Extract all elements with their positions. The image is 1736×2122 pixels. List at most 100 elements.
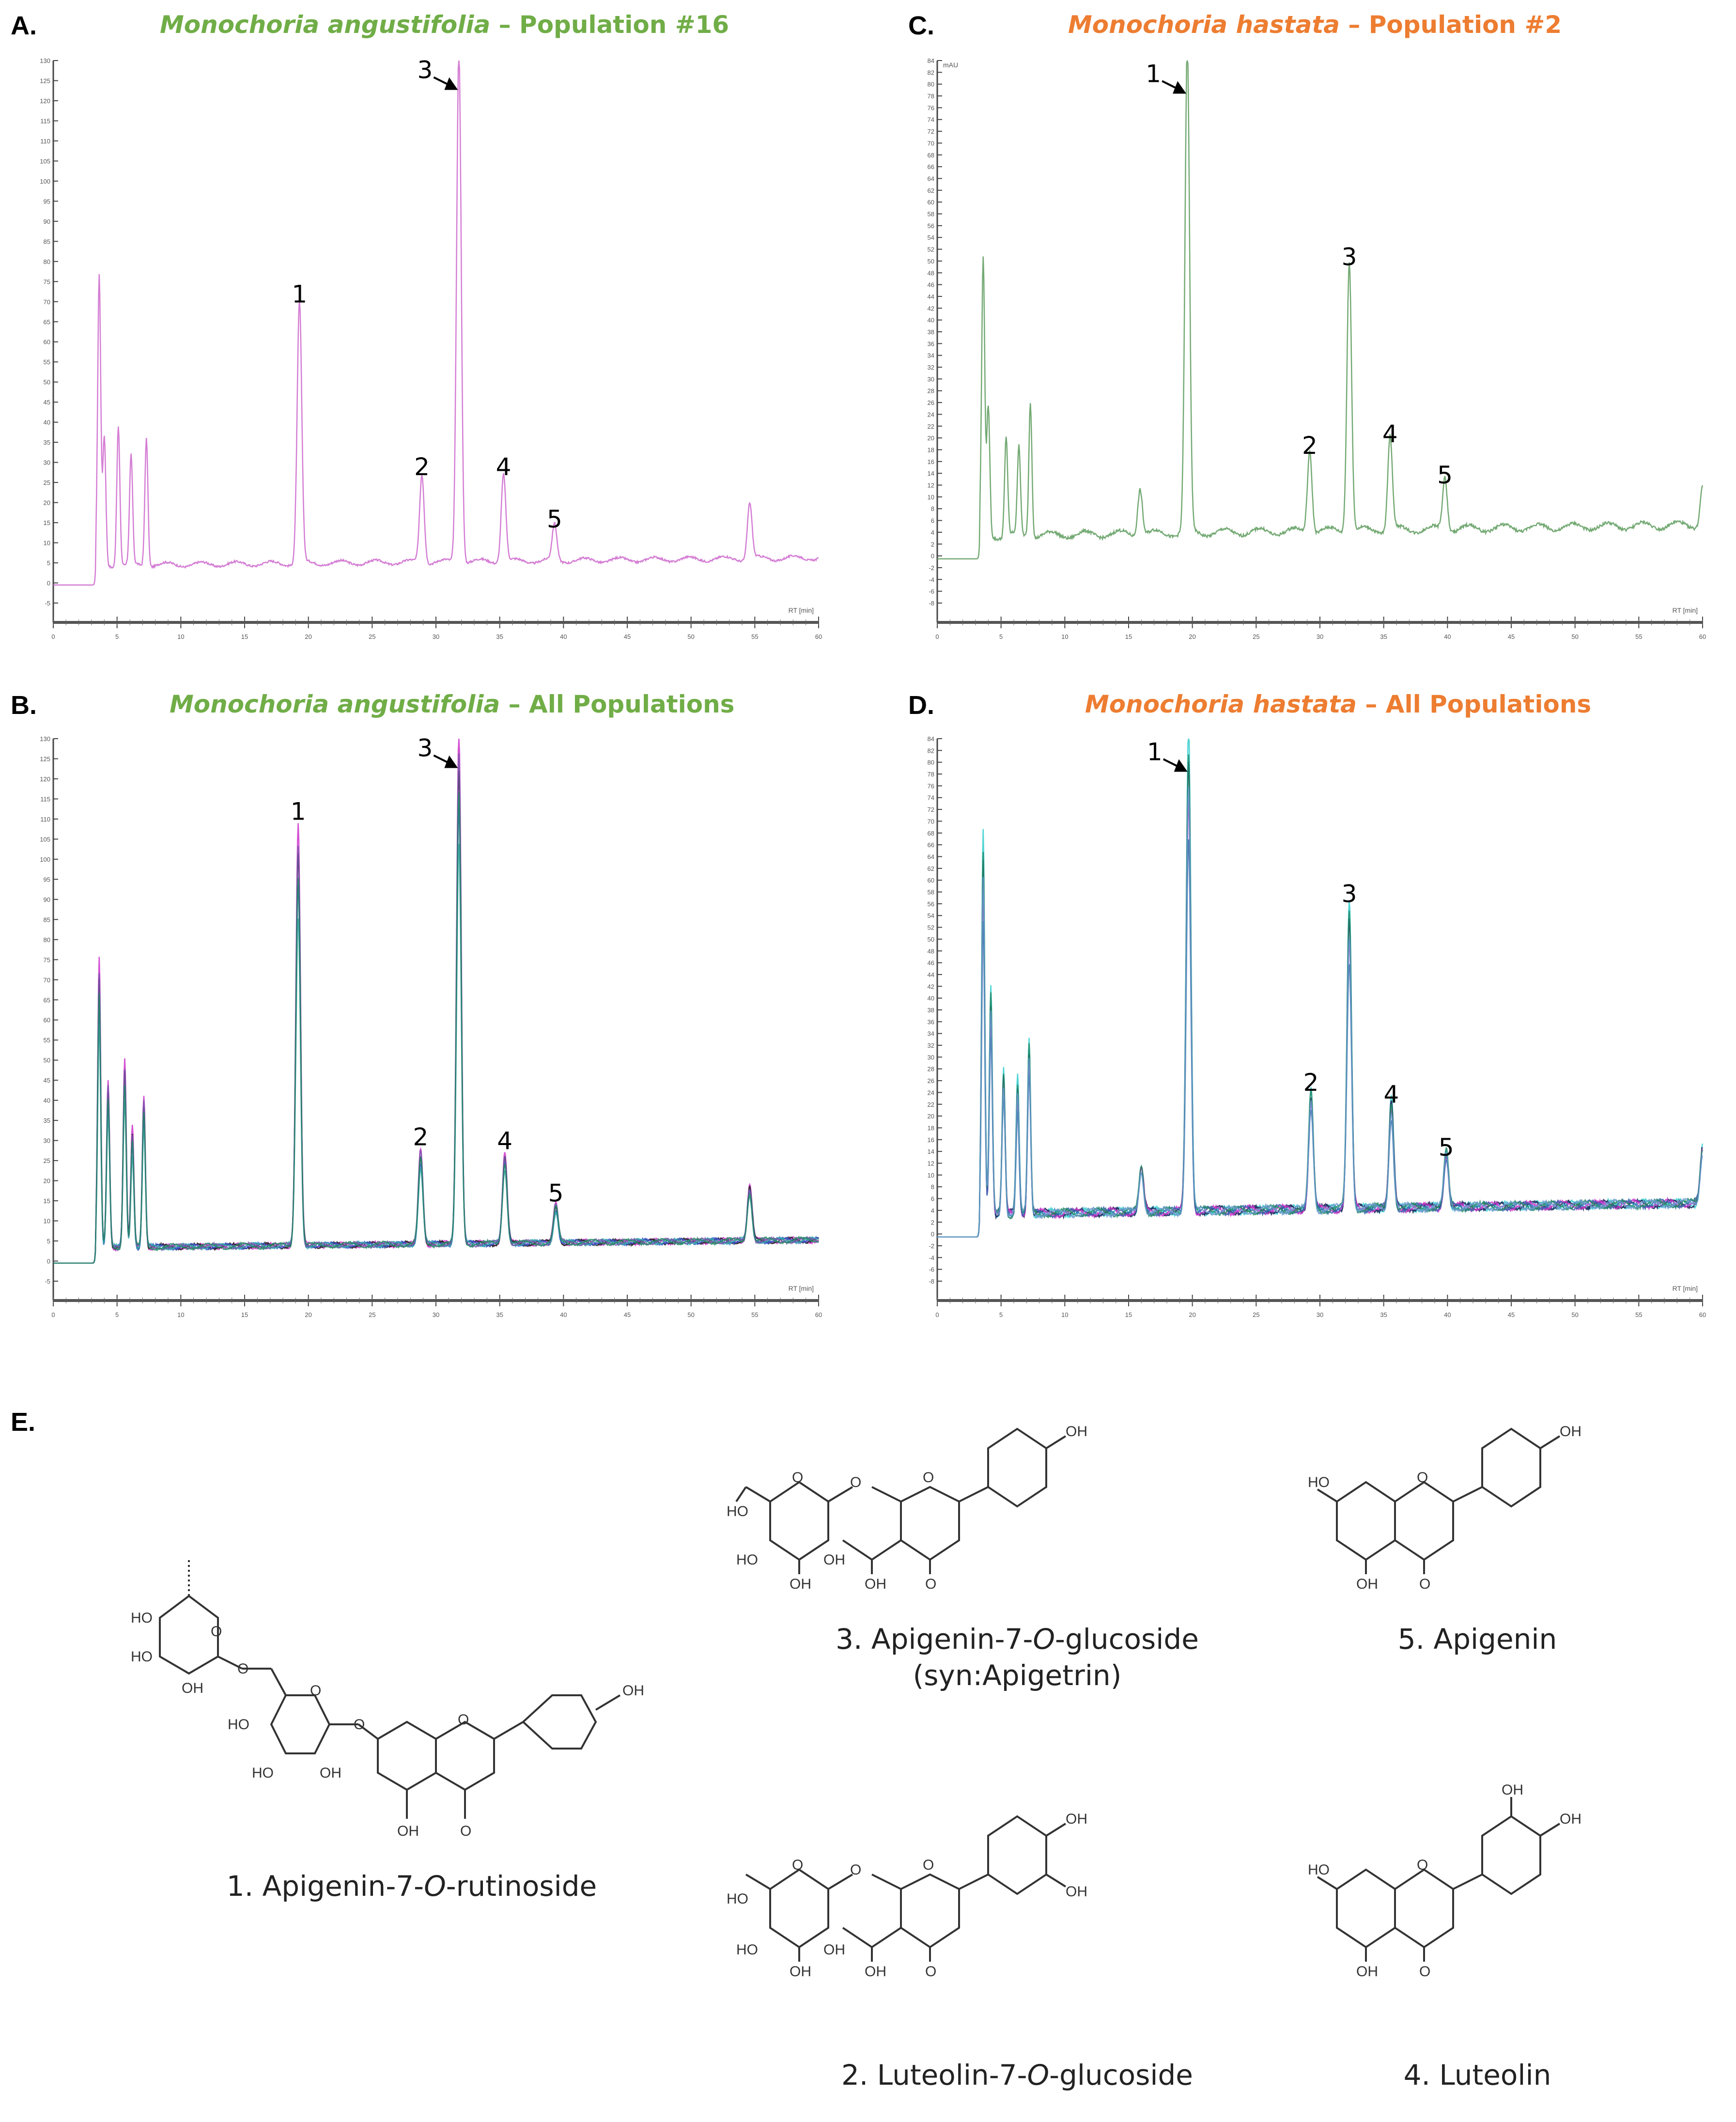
svg-text:OH: OH [182, 1680, 203, 1696]
svg-text:50: 50 [928, 258, 934, 265]
svg-text:56: 56 [928, 900, 934, 908]
svg-text:55: 55 [751, 1311, 758, 1318]
svg-text:44: 44 [928, 293, 934, 300]
svg-text:95: 95 [44, 198, 50, 205]
svg-text:O: O [354, 1717, 365, 1733]
svg-text:O: O [923, 1857, 934, 1873]
svg-text:15: 15 [241, 1311, 248, 1318]
svg-text:-4: -4 [929, 576, 934, 583]
svg-text:50: 50 [928, 936, 934, 943]
panel-letter-c: C. [908, 11, 934, 40]
svg-text:O: O [1417, 1857, 1428, 1873]
svg-text:45: 45 [44, 399, 50, 406]
svg-text:OH: OH [1356, 1964, 1378, 1980]
svg-text:36: 36 [928, 1018, 934, 1025]
svg-text:3: 3 [1342, 243, 1357, 271]
compound-name-italic: O [424, 1870, 446, 1903]
svg-text:OH: OH [1560, 1424, 1581, 1440]
svg-text:10: 10 [44, 1218, 50, 1225]
svg-text:52: 52 [928, 246, 934, 253]
svg-text:20: 20 [1189, 1311, 1195, 1318]
svg-text:0: 0 [51, 1311, 55, 1318]
svg-text:80: 80 [44, 936, 50, 944]
svg-text:38: 38 [928, 328, 934, 336]
compound-1-name: 1. Apigenin-7-O-rutinoside [97, 1870, 727, 1903]
svg-text:16: 16 [928, 458, 934, 465]
svg-text:32: 32 [928, 1042, 934, 1049]
svg-text:O: O [923, 1470, 934, 1486]
svg-text:0: 0 [47, 1258, 50, 1265]
compound-name-part: -rutinoside [446, 1870, 597, 1903]
svg-text:20: 20 [305, 1311, 311, 1318]
svg-text:-5: -5 [45, 600, 50, 607]
svg-text:28: 28 [928, 1066, 934, 1073]
svg-text:60: 60 [815, 1311, 822, 1318]
svg-text:2: 2 [1303, 1069, 1319, 1097]
svg-text:RT [min]: RT [min] [789, 606, 814, 614]
svg-text:40: 40 [1444, 1311, 1451, 1318]
svg-text:HO: HO [736, 1552, 758, 1568]
svg-text:120: 120 [40, 775, 50, 783]
svg-text:65: 65 [44, 996, 50, 1004]
svg-text:5: 5 [47, 559, 50, 567]
svg-text:64: 64 [928, 853, 934, 860]
svg-text:O: O [1419, 1964, 1430, 1980]
svg-text:65: 65 [44, 318, 50, 325]
svg-text:76: 76 [928, 782, 934, 790]
compound-name-part: Luteolin-7- [877, 2059, 1027, 2091]
chromatogram-a: -5 0 5 10 15 20 25 30 35 40 45 50 55 60 65 70 75 80 85 90 95… [15, 51, 828, 651]
svg-text:58: 58 [928, 211, 934, 218]
svg-text:125: 125 [40, 755, 50, 762]
svg-text:O: O [792, 1470, 803, 1486]
svg-text:35: 35 [1380, 633, 1387, 640]
svg-text:18: 18 [928, 1124, 934, 1131]
svg-text:55: 55 [1635, 633, 1642, 640]
svg-text:10: 10 [177, 1311, 184, 1318]
svg-text:60: 60 [44, 1017, 50, 1024]
svg-text:0: 0 [47, 580, 50, 587]
compound-number: 5. [1397, 1623, 1425, 1656]
svg-text:0: 0 [931, 553, 934, 560]
svg-text:44: 44 [928, 971, 934, 978]
svg-text:0: 0 [931, 1231, 934, 1238]
svg-text:-8: -8 [929, 600, 934, 607]
svg-text:70: 70 [928, 139, 934, 147]
svg-text:105: 105 [40, 157, 50, 165]
compound-name-part: Luteolin [1439, 2059, 1551, 2091]
svg-text:60: 60 [815, 633, 822, 640]
svg-text:85: 85 [44, 238, 50, 245]
svg-text:48: 48 [928, 947, 934, 955]
svg-text:5: 5 [115, 633, 119, 640]
svg-text:RT [min]: RT [min] [1673, 606, 1698, 614]
svg-text:14: 14 [928, 1148, 934, 1155]
svg-text:60: 60 [44, 339, 50, 346]
compound-3-name: 3. Apigenin-7-O-glucoside [727, 1623, 1308, 1656]
svg-text:50: 50 [44, 379, 50, 386]
svg-text:84: 84 [928, 57, 934, 64]
svg-text:24: 24 [928, 411, 934, 418]
svg-text:90: 90 [44, 218, 50, 225]
svg-text:O: O [310, 1683, 321, 1699]
svg-text:40: 40 [44, 419, 50, 426]
svg-text:6: 6 [931, 1195, 934, 1203]
svg-text:26: 26 [928, 1077, 934, 1084]
svg-text:40: 40 [560, 1311, 567, 1318]
svg-text:25: 25 [44, 1157, 50, 1164]
svg-text:-6: -6 [929, 588, 934, 595]
svg-text:O: O [850, 1474, 861, 1490]
svg-text:4: 4 [931, 1207, 934, 1214]
svg-text:30: 30 [928, 1053, 934, 1061]
svg-text:30: 30 [433, 1311, 439, 1318]
svg-text:32: 32 [928, 364, 934, 371]
svg-text:15: 15 [1125, 633, 1132, 640]
svg-text:10: 10 [44, 540, 50, 547]
svg-text:HO: HO [736, 1942, 758, 1958]
svg-text:110: 110 [40, 816, 50, 823]
svg-text:3: 3 [1342, 880, 1357, 908]
svg-text:36: 36 [928, 340, 934, 347]
svg-text:OH: OH [823, 1942, 845, 1958]
svg-text:OH: OH [1502, 1782, 1523, 1798]
chromatogram-c: -8 -6 -4 -2 0 2 4 6 8 10 12 14 16 18 20 22 24 26 28 30 32 34 3… [899, 51, 1712, 651]
svg-text:1: 1 [291, 797, 306, 825]
